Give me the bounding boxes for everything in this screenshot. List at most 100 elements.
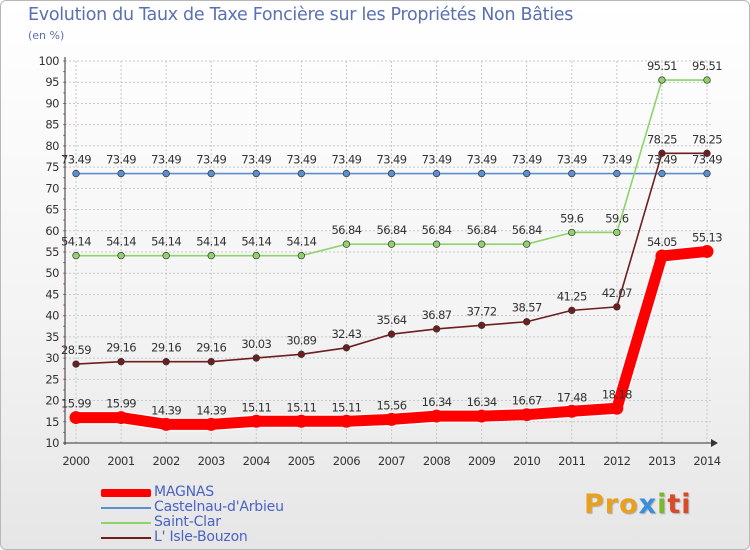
- data-label: 15.11: [241, 400, 271, 414]
- data-label: 56.84: [467, 223, 497, 237]
- x-tick-label: 2005: [288, 454, 315, 468]
- data-label: 15.99: [106, 397, 136, 411]
- y-tick-label: 80: [45, 139, 59, 153]
- data-point-3: [568, 306, 576, 315]
- x-tick-label: 2001: [107, 454, 134, 468]
- data-point-1: [477, 169, 486, 178]
- data-point-1: [703, 169, 711, 178]
- data-point-magnas: [430, 409, 444, 423]
- data-point-1: [207, 169, 215, 178]
- data-point-2: [207, 252, 215, 260]
- data-label: 16.34: [467, 395, 497, 409]
- data-point-2: [342, 240, 351, 248]
- data-point-magnas: [204, 417, 218, 431]
- data-label: 54.05: [647, 235, 677, 249]
- data-point-3: [162, 358, 170, 366]
- data-point-2: [117, 252, 125, 260]
- y-tick-label: 60: [45, 224, 59, 238]
- data-point-3: [613, 303, 621, 311]
- data-label: 95.51: [692, 59, 722, 73]
- data-label: 15.99: [61, 397, 91, 411]
- data-point-1: [162, 169, 170, 178]
- data-label: 73.49: [467, 153, 497, 167]
- data-point-magnas: [385, 412, 398, 426]
- data-point-magnas: [700, 244, 714, 258]
- x-tick-label: 2006: [333, 454, 360, 468]
- y-tick-label: 10: [45, 436, 59, 450]
- data-point-1: [117, 169, 125, 178]
- data-label: 73.49: [512, 153, 542, 167]
- data-point-magnas: [69, 411, 83, 425]
- y-tick-label: 55: [45, 245, 59, 259]
- data-label: 73.49: [61, 153, 91, 167]
- data-point-2: [162, 252, 170, 260]
- data-point-3: [342, 344, 351, 352]
- data-label: 73.49: [286, 153, 316, 167]
- data-label: 73.49: [196, 153, 226, 167]
- data-label: 59.6: [605, 211, 628, 225]
- data-label: 42.07: [602, 286, 632, 300]
- x-tick-label: 2000: [62, 454, 89, 468]
- x-tick-label: 2007: [378, 454, 405, 468]
- legend-label-magnas: MAGNAS: [154, 484, 214, 500]
- data-point-2: [297, 252, 306, 260]
- y-tick-label: 85: [45, 118, 59, 132]
- data-point-1: [387, 169, 396, 178]
- y-tick-label: 30: [45, 351, 59, 365]
- data-point-3: [117, 358, 125, 366]
- data-label: 15.11: [286, 400, 316, 414]
- data-point-magnas: [520, 408, 534, 422]
- data-point-magnas: [294, 414, 308, 428]
- data-label: 16.34: [422, 395, 452, 409]
- data-label: 56.84: [377, 223, 407, 237]
- legend-swatch-magnas: [101, 489, 151, 497]
- x-tick-label: 2012: [603, 454, 630, 468]
- data-point-1: [342, 169, 351, 178]
- data-label: 38.57: [512, 301, 542, 315]
- data-label: 73.49: [377, 153, 407, 167]
- data-label: 17.48: [557, 390, 587, 404]
- data-label: 73.49: [331, 153, 361, 167]
- data-label: 32.43: [331, 327, 361, 341]
- data-point-2: [568, 228, 576, 237]
- y-tick-label: 70: [45, 181, 59, 195]
- legend-swatch-lisle-bouzon: [101, 537, 151, 539]
- x-tick-label: 2010: [513, 454, 540, 468]
- data-label: 35.64: [377, 313, 407, 327]
- x-tick-label: 2009: [468, 454, 495, 468]
- data-label: 29.16: [106, 341, 136, 355]
- y-tick-label: 45: [45, 287, 59, 301]
- data-label: 15.11: [331, 400, 361, 414]
- data-label: 14.39: [151, 403, 181, 417]
- data-point-1: [613, 169, 621, 178]
- data-point-3: [523, 318, 531, 326]
- data-label: 18.18: [602, 387, 632, 401]
- x-tick-label: 2004: [243, 454, 270, 468]
- y-tick-label: 40: [45, 309, 59, 323]
- data-point-1: [658, 169, 666, 178]
- y-tick-label: 25: [45, 372, 59, 386]
- data-point-3: [432, 325, 441, 333]
- x-tick-label: 2014: [693, 454, 720, 468]
- y-tick-label: 35: [45, 330, 59, 344]
- data-label: 54.14: [286, 235, 316, 249]
- data-label: 73.49: [151, 153, 181, 167]
- data-label: 73.49: [692, 153, 722, 167]
- data-point-3: [252, 354, 260, 362]
- data-point-2: [658, 76, 666, 84]
- y-tick-label: 75: [45, 160, 59, 174]
- data-label: 14.39: [196, 403, 226, 417]
- data-label: 54.14: [151, 235, 181, 249]
- chart-title: Evolution du Taux de Taxe Foncière sur l…: [28, 5, 574, 25]
- x-tick-label: 2013: [648, 454, 675, 468]
- data-point-1: [72, 169, 80, 178]
- data-point-3: [297, 350, 306, 358]
- data-point-2: [703, 76, 711, 84]
- legend-label-castelnau: Castelnau-d'Arbieu: [154, 499, 284, 515]
- data-label: 29.16: [196, 341, 226, 355]
- data-label: 29.16: [151, 341, 181, 355]
- data-label: 41.25: [557, 289, 587, 303]
- data-point-magnas: [339, 414, 353, 428]
- y-tick-label: 95: [45, 75, 59, 89]
